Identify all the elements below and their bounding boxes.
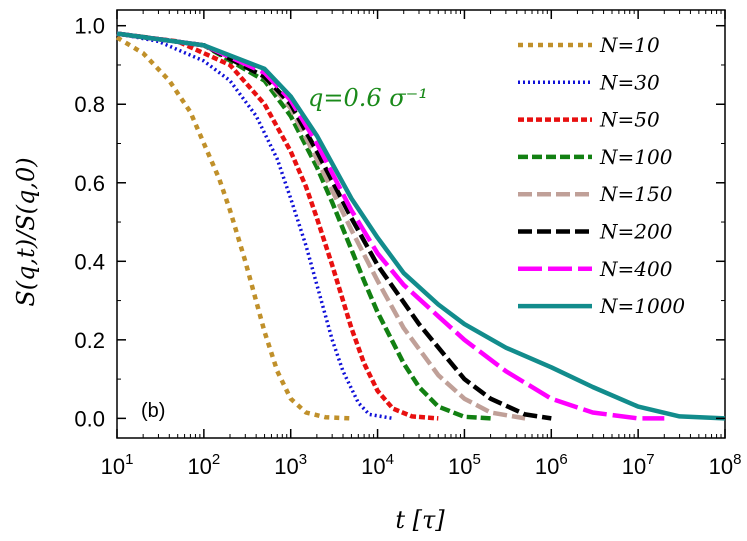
series-line-N200 <box>116 31 552 421</box>
legend-entry: N=10 <box>518 33 660 57</box>
x-tick-label: 108 <box>709 451 742 479</box>
series-layer <box>115 31 726 421</box>
legend-label: N=10 <box>599 33 660 57</box>
legend-entry: N=200 <box>518 220 673 244</box>
y-tick-label: 0.4 <box>74 249 105 274</box>
series-line-N50 <box>116 31 439 421</box>
legend-label: N=400 <box>599 257 673 281</box>
x-tick-label: 103 <box>274 451 307 479</box>
series-line-N100 <box>116 31 491 421</box>
panel-label: (b) <box>141 400 165 422</box>
y-tick-label: 0.6 <box>74 171 105 196</box>
legend-label: N=1000 <box>599 294 685 318</box>
x-tick-label: 107 <box>622 451 655 479</box>
legend-label: N=50 <box>599 108 660 132</box>
x-tick-label: 101 <box>101 451 134 479</box>
series-line-N10 <box>115 35 352 421</box>
legend-entry: N=1000 <box>518 294 685 318</box>
legend: N=10 N=30 N=50 N=100 N=150 N=200 N=400 N=1000 <box>518 33 685 318</box>
series-line-N1000 <box>116 31 726 421</box>
y-tick-label: 1.0 <box>74 14 105 39</box>
plot-frame <box>116 9 726 439</box>
x-tick-label: 106 <box>535 451 568 479</box>
x-tick-label: 104 <box>361 451 394 479</box>
legend-entry: N=30 <box>518 70 660 94</box>
y-tick-label: 0.2 <box>74 328 105 353</box>
x-axis-title: t [τ] <box>395 506 445 534</box>
x-tick-label: 102 <box>187 451 220 479</box>
legend-label: N=30 <box>599 70 660 94</box>
tick-layer: 101 102 103 104 105 106 107 108 0.0 0.2 0.4 0.6 0.8 1… <box>74 10 741 479</box>
legend-label: N=150 <box>599 182 673 206</box>
x-tick-label: 105 <box>448 451 481 479</box>
y-tick-label: 0.8 <box>74 92 105 117</box>
legend-entry: N=400 <box>518 257 673 281</box>
legend-entry: N=50 <box>518 108 660 132</box>
legend-entry: N=100 <box>518 145 673 169</box>
legend-label: N=100 <box>599 145 673 169</box>
y-axis-title: S(q,t)/S(q,0) <box>12 157 40 306</box>
q-annotation: q=0.6 σ⁻¹ <box>308 84 428 112</box>
y-tick-label: 0.0 <box>74 406 105 431</box>
legend-label: N=200 <box>599 220 673 244</box>
plot-area: 101 102 103 104 105 106 107 108 0.0 0.2 0.4 0.6 0.8 1… <box>74 9 741 479</box>
annotation-text: q=0.6 σ⁻¹ <box>308 84 428 112</box>
series-line-N400 <box>116 31 665 421</box>
legend-entry: N=150 <box>518 182 673 206</box>
